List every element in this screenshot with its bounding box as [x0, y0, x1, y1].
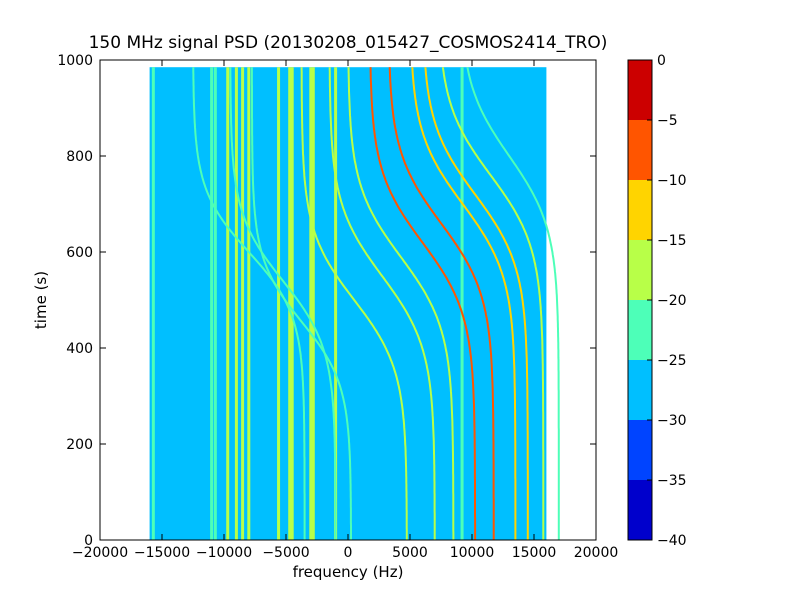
colorbar-bin	[628, 60, 652, 120]
vertical-signal-lines	[151, 67, 464, 540]
doppler-track	[466, 66, 560, 540]
x-axis: −20000 −15000 −10000 −5000 0 5000 10000 15000 20…	[72, 60, 618, 561]
colorbar-bin	[628, 300, 652, 360]
doppler-track	[250, 67, 352, 540]
x-tick-label: −15000	[134, 545, 190, 561]
colorbar-bin	[628, 120, 652, 180]
colorbar-tick-label: −35	[657, 473, 687, 489]
colorbar-bin	[628, 480, 652, 540]
chart-title: 150 MHz signal PSD (20130208_015427_COSM…	[89, 33, 608, 53]
x-tick-label: 5000	[392, 545, 428, 561]
colorbar-bin	[628, 360, 652, 420]
colorbar-bin	[628, 180, 652, 240]
x-tick-label: −20000	[72, 545, 128, 561]
colorbar-tick-label: −30	[657, 413, 687, 429]
doppler-track	[411, 67, 517, 540]
x-tick-label: 15000	[512, 545, 557, 561]
y-tick-label: 1000	[57, 53, 93, 69]
y-axis: 0 200 400 600 800 1000	[57, 53, 596, 549]
doppler-tracks	[192, 66, 560, 540]
doppler-track	[441, 67, 545, 540]
y-tick-label: 800	[66, 149, 93, 165]
x-axis-label: frequency (Hz)	[293, 563, 404, 581]
colorbar-tick-label: 0	[657, 53, 666, 69]
colorbar-bin	[628, 420, 652, 480]
doppler-track	[229, 67, 337, 540]
x-tick-label: −10000	[196, 545, 252, 561]
x-tick-label: 0	[344, 545, 353, 561]
spectrogram-plot-area	[100, 60, 596, 540]
doppler-track	[328, 67, 436, 540]
colorbar-bin	[628, 240, 652, 300]
doppler-track	[300, 67, 408, 540]
heatmap-background	[149, 67, 547, 540]
colorbar: 0 −5 −10 −15 −20 −25 −30 −35 −40	[627, 53, 687, 549]
y-tick-label: 0	[84, 533, 93, 549]
doppler-track	[369, 67, 477, 540]
colorbar-tick-label: −25	[657, 353, 687, 369]
x-tick-label: 20000	[574, 545, 619, 561]
colorbar-tick-label: −15	[657, 233, 687, 249]
doppler-track	[347, 67, 455, 540]
y-tick-label: 600	[66, 245, 93, 261]
y-tick-label: 400	[66, 341, 93, 357]
colorbar-tick-label: −10	[657, 173, 687, 189]
y-tick-label: 200	[66, 437, 93, 453]
doppler-track	[388, 67, 495, 540]
y-axis-label: time (s)	[32, 271, 50, 329]
doppler-track	[424, 67, 529, 540]
x-tick-label: 10000	[450, 545, 495, 561]
x-tick-label: −5000	[262, 545, 309, 561]
colorbar-tick-label: −5	[657, 113, 678, 129]
colorbar-tick-label: −40	[657, 533, 687, 549]
spectrogram-heatmap	[149, 67, 547, 540]
colorbar-tick-label: −20	[657, 293, 687, 309]
